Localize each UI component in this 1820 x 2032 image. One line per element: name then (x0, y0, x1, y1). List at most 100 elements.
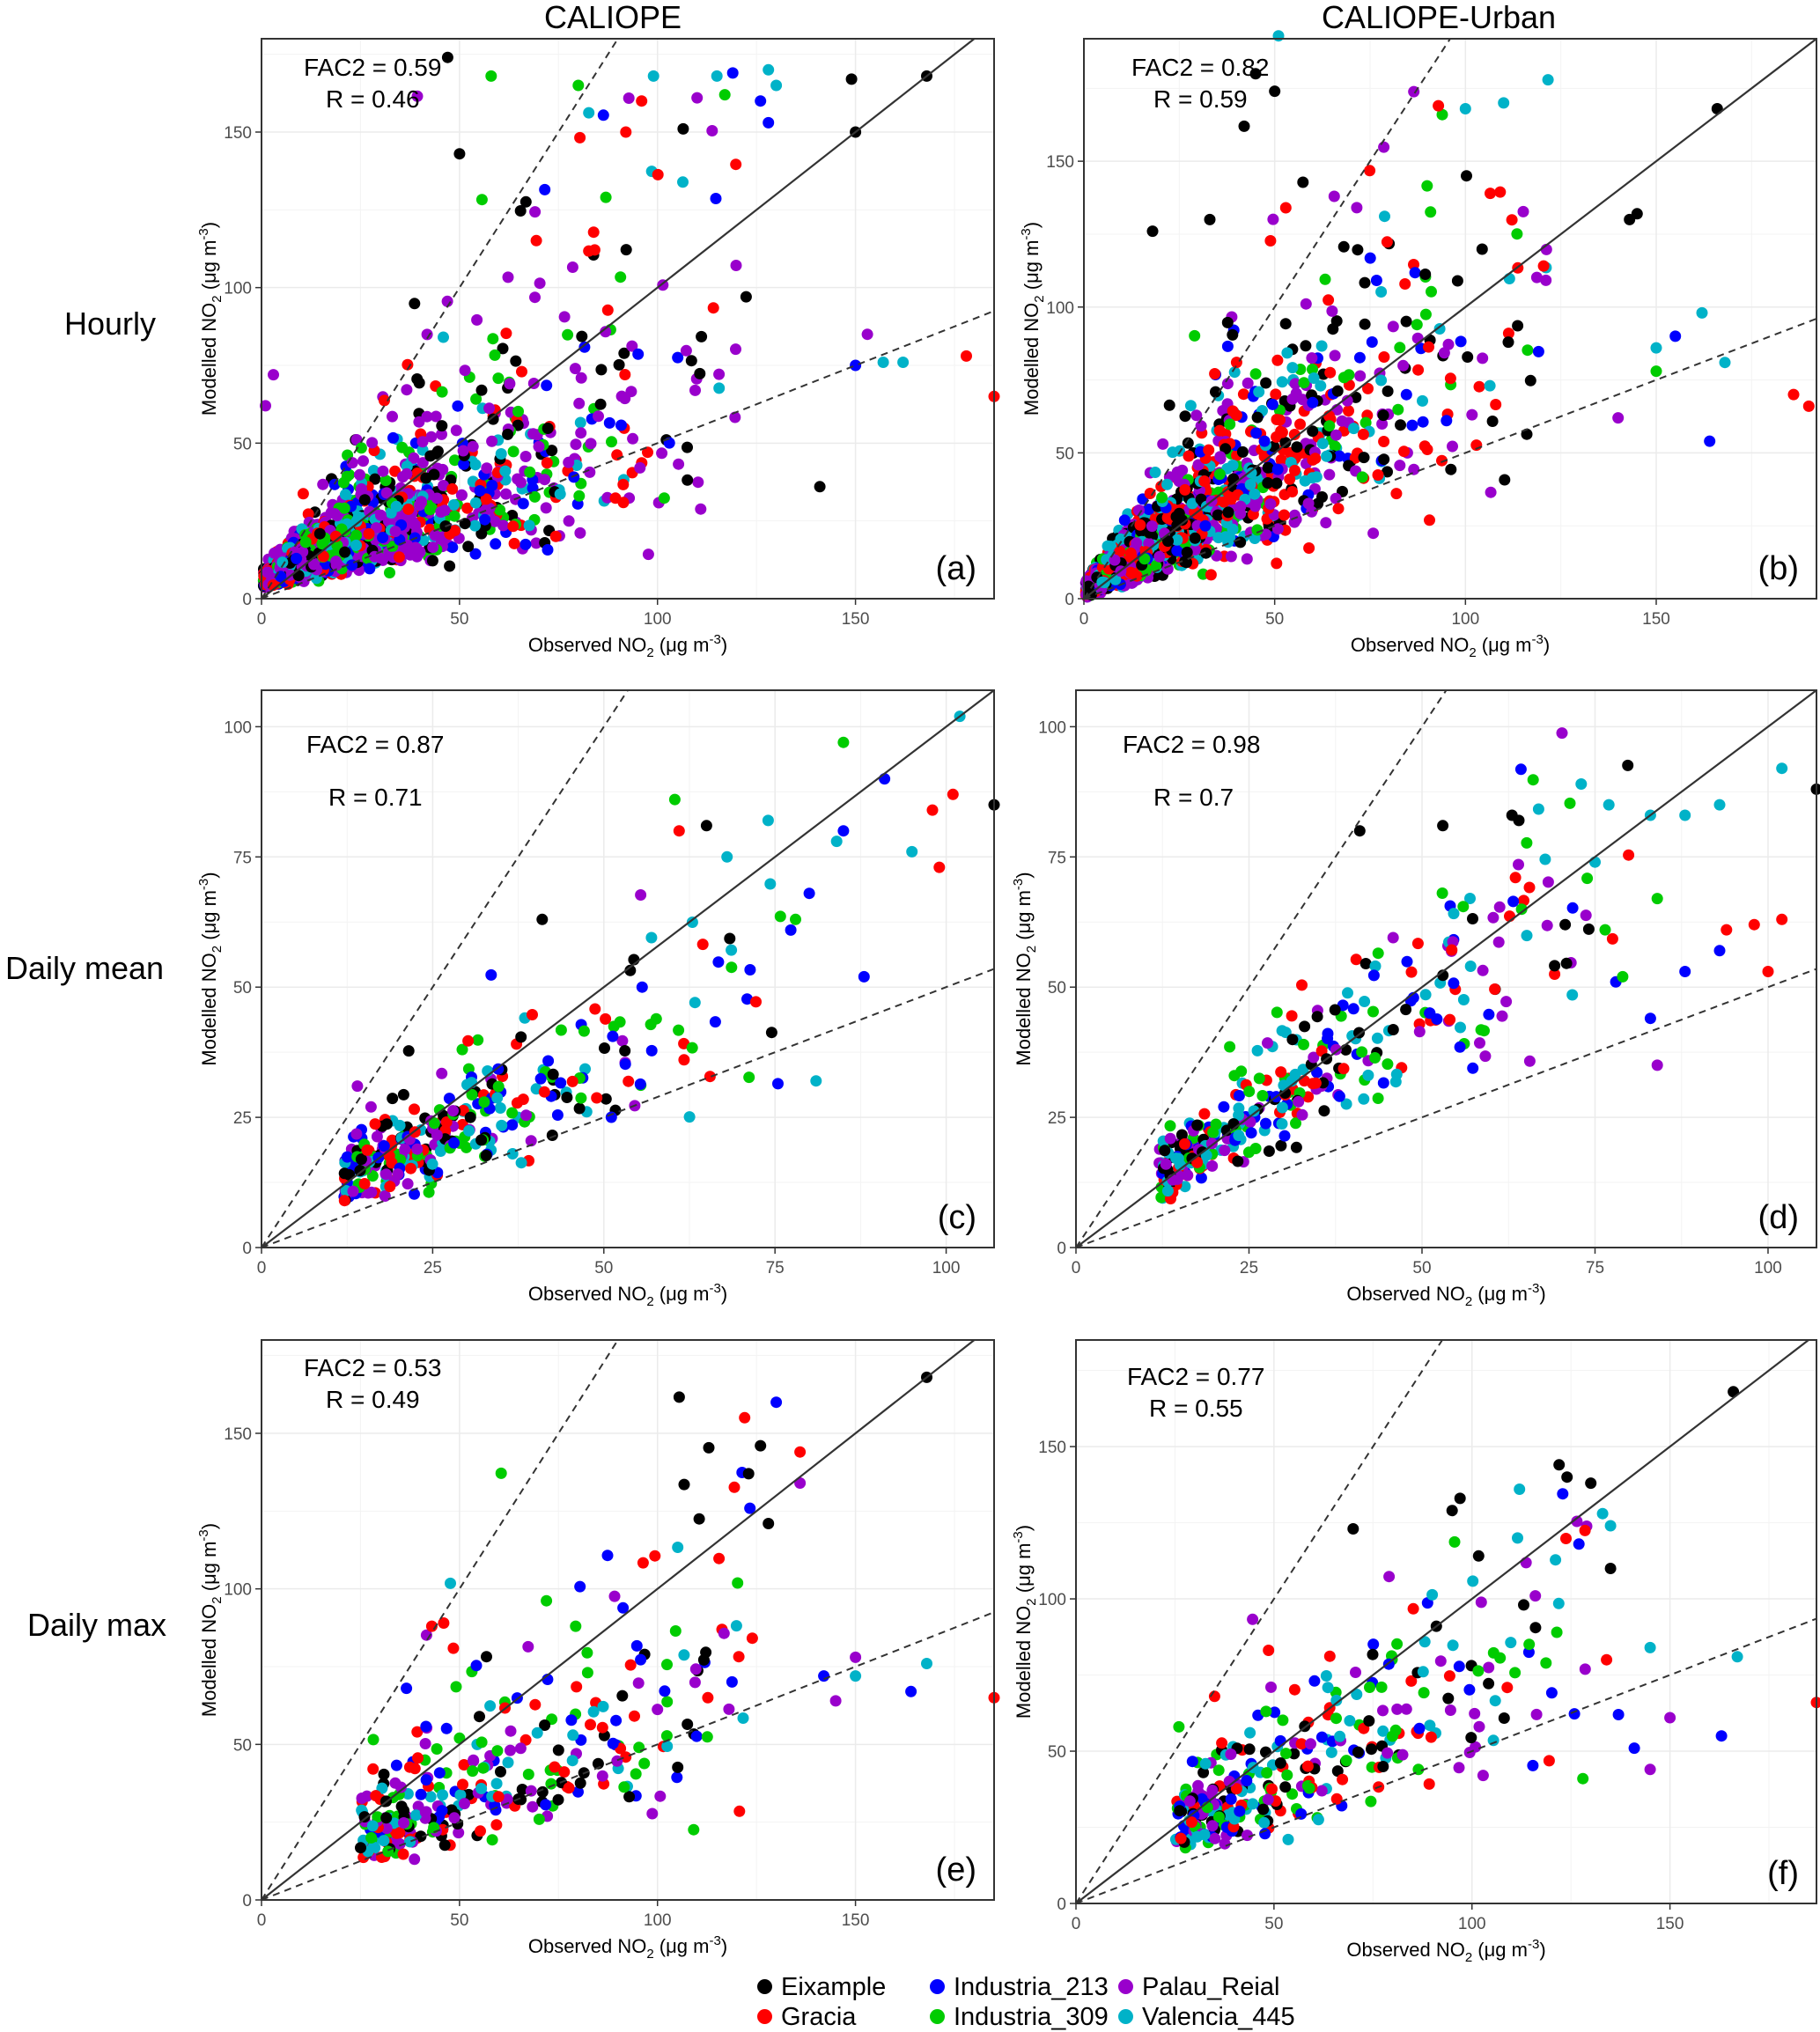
data-point-eixample (436, 420, 448, 432)
data-point-gracia (369, 1118, 381, 1130)
data-point-valencia-445 (1272, 30, 1285, 42)
data-point-palau-reial (691, 92, 704, 104)
data-point-industria-309 (701, 1731, 713, 1743)
data-point-palau-reial (850, 1651, 862, 1663)
data-point-valencia-445 (763, 63, 775, 76)
data-point-palau-reial (1176, 464, 1189, 476)
data-point-eixample (1291, 441, 1303, 453)
data-point-valencia-445 (1248, 1105, 1260, 1117)
data-point-palau-reial (268, 369, 279, 381)
data-point-industria-213 (607, 1737, 619, 1749)
legend-swatch (757, 2008, 772, 2024)
data-point-valencia-445 (1161, 1185, 1174, 1197)
data-point-eixample (740, 291, 752, 303)
data-point-valencia-445 (1379, 210, 1390, 223)
y-axis-label: Modelled NO2 (μg m-3) (1011, 1525, 1039, 1719)
y-tick-label: 100 (1046, 299, 1074, 318)
data-point-gracia (1134, 519, 1146, 531)
data-point-palau-reial (1367, 527, 1380, 540)
data-point-palau-reial (575, 427, 587, 439)
data-point-palau-reial (380, 487, 393, 499)
data-point-eixample (552, 1744, 564, 1756)
data-point-eixample (1524, 374, 1536, 387)
data-point-eixample (441, 51, 453, 63)
data-point-industria-309 (533, 1813, 545, 1825)
data-point-gracia (696, 939, 709, 951)
data-point-gracia (1216, 1737, 1228, 1749)
data-point-palau-reial (646, 1807, 659, 1820)
data-point-valencia-445 (574, 416, 586, 429)
data-point-valencia-445 (1258, 1816, 1271, 1829)
data-point-industria-309 (1212, 1811, 1225, 1823)
data-point-valencia-445 (1308, 372, 1320, 384)
data-point-gracia (623, 1075, 635, 1087)
data-point-eixample (1529, 1622, 1542, 1634)
plot-frame (261, 689, 995, 1248)
data-point-industria-309 (1212, 1764, 1225, 1777)
data-point-eixample (600, 1093, 612, 1105)
one-to-one-line (261, 38, 976, 600)
data-point-valencia-445 (1316, 438, 1329, 450)
data-point-industria-213 (1679, 966, 1691, 977)
data-point-palau-reial (354, 468, 365, 481)
data-point-valencia-445 (1340, 1098, 1352, 1110)
data-point-gracia (1289, 464, 1301, 476)
data-point-gracia (549, 530, 562, 542)
data-point-industria-213 (1241, 1775, 1253, 1786)
data-point-palau-reial (600, 326, 612, 338)
data-point-valencia-445 (686, 917, 698, 928)
data-point-gracia (1489, 983, 1501, 995)
y-tick-label: 150 (1038, 1439, 1066, 1457)
data-point-industria-213 (1367, 969, 1380, 982)
data-point-gracia (1237, 388, 1249, 401)
data-point-palau-reial (1400, 1703, 1412, 1715)
data-point-gracia (1405, 966, 1418, 978)
data-point-industria-213 (1413, 1722, 1426, 1734)
data-point-industria-213 (470, 1660, 483, 1672)
x-axis-label: Observed NO2 (μg m-3) (528, 1933, 727, 1962)
data-point-valencia-445 (1514, 1484, 1526, 1495)
data-point-eixample (1476, 243, 1488, 255)
data-point-valencia-445 (496, 1119, 508, 1131)
data-point-eixample (1251, 411, 1264, 423)
data-point-palau-reial (1387, 931, 1399, 944)
data-point-palau-reial (1571, 1515, 1583, 1528)
legend-swatch (930, 1978, 945, 1994)
data-point-palau-reial (1305, 1738, 1316, 1750)
data-point-eixample (1377, 1761, 1389, 1772)
data-point-valencia-445 (367, 1841, 379, 1853)
data-point-valencia-445 (1487, 1734, 1499, 1747)
data-point-industria-309 (555, 1024, 567, 1036)
data-point-valencia-445 (437, 1789, 449, 1801)
data-point-palau-reial (366, 437, 379, 449)
data-point-palau-reial (689, 384, 701, 396)
data-point-palau-reial (1182, 1169, 1194, 1182)
data-point-palau-reial (1579, 1663, 1591, 1675)
data-point-valencia-445 (515, 1157, 527, 1169)
data-point-eixample (1442, 1692, 1455, 1704)
data-point-gracia (591, 1092, 603, 1104)
data-point-palau-reial (421, 328, 433, 341)
data-point-gracia (1579, 1524, 1591, 1536)
data-point-palau-reial (689, 1676, 701, 1689)
data-point-palau-reial (1153, 550, 1166, 563)
data-point-industria-213 (1628, 1742, 1640, 1755)
fac2-lower-line (1075, 968, 1817, 1248)
data-point-industria-213 (1271, 463, 1284, 475)
data-point-palau-reial (1296, 1108, 1308, 1121)
data-point-industria-309 (1394, 342, 1406, 354)
data-point-palau-reial (1382, 1747, 1394, 1759)
data-point-valencia-445 (1279, 1027, 1292, 1039)
data-point-industria-213 (1259, 1828, 1271, 1840)
data-point-gracia (527, 1009, 538, 1020)
data-point-valencia-445 (463, 1124, 475, 1137)
data-point-industria-213 (726, 1675, 738, 1688)
fac2-upper-line (1075, 689, 1448, 1248)
data-point-palau-reial (483, 402, 496, 415)
data-point-eixample (480, 1150, 492, 1161)
x-tick-label: 25 (1240, 1259, 1258, 1277)
data-point-gracia (1179, 483, 1191, 496)
data-point-industria-213 (415, 1788, 427, 1800)
data-point-valencia-445 (1344, 1715, 1356, 1726)
data-point-valencia-445 (1719, 357, 1731, 369)
